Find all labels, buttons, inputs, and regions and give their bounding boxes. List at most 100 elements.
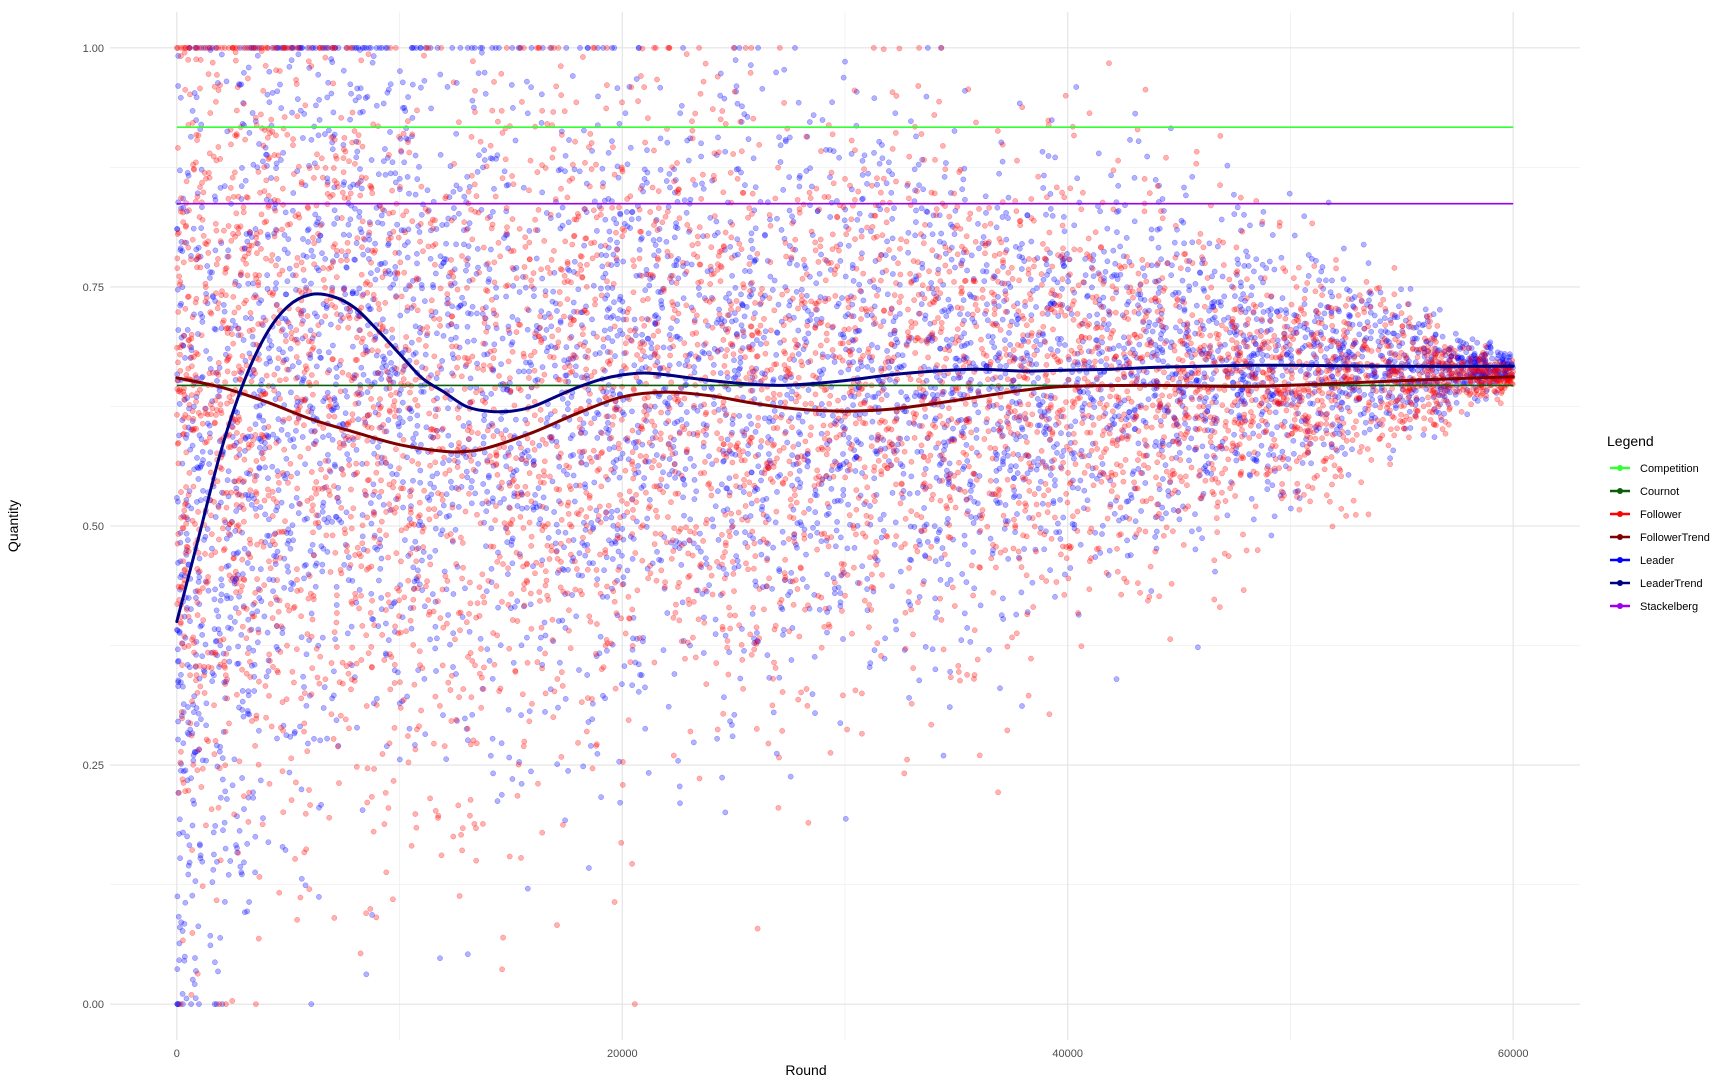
leader-point: [1356, 321, 1363, 328]
leader-point: [1186, 444, 1192, 451]
leader-point: [429, 591, 436, 597]
leader-point: [907, 602, 914, 608]
leader-point: [324, 519, 330, 526]
leader-point: [498, 416, 504, 422]
leader-point: [585, 45, 591, 51]
leader-point: [265, 839, 272, 846]
leader-point: [1287, 505, 1294, 512]
leader-point: [562, 591, 568, 597]
leader-point: [518, 642, 525, 649]
leader-point: [806, 119, 813, 125]
leader-point: [333, 374, 340, 380]
leader-point: [175, 560, 181, 566]
leader-point: [1155, 357, 1162, 363]
leader-point: [265, 475, 271, 482]
leader-point: [422, 731, 429, 738]
leader-point: [452, 526, 459, 533]
leader-point: [736, 413, 743, 419]
leader-point: [191, 749, 198, 755]
leader-point: [1052, 477, 1058, 483]
leader-point: [217, 642, 224, 649]
leader-point: [933, 474, 940, 481]
leader-point: [278, 499, 285, 506]
leader-point: [1081, 487, 1088, 494]
leader-point: [795, 441, 802, 448]
leader-point: [553, 521, 560, 528]
leader-point: [340, 142, 347, 148]
leader-point: [582, 481, 588, 488]
leader-point: [502, 427, 509, 434]
leader-point: [453, 130, 460, 137]
leader-point: [472, 490, 478, 497]
leader-point: [564, 400, 571, 407]
leader-point: [432, 547, 439, 554]
leader-point: [997, 363, 1004, 370]
leader-point: [319, 508, 326, 515]
leader-point: [639, 183, 646, 189]
leader-point: [310, 253, 316, 260]
leader-point: [1277, 307, 1284, 313]
leader-point: [1089, 465, 1096, 472]
leader-point: [1308, 329, 1315, 336]
leader-point: [241, 69, 247, 76]
leader-point: [368, 270, 374, 276]
leader-point: [1193, 377, 1200, 384]
leader-point: [845, 501, 851, 508]
leader-point: [1171, 239, 1178, 246]
leader-point: [1286, 190, 1293, 197]
leader-point: [1084, 497, 1091, 504]
leader-point: [415, 667, 422, 673]
leader-point: [505, 706, 512, 713]
leader-point: [680, 295, 687, 302]
leader-point: [295, 51, 302, 58]
leader-point: [1003, 210, 1009, 216]
leader-point: [1018, 589, 1025, 596]
leader-point: [589, 716, 596, 723]
leader-point: [1040, 185, 1047, 191]
leader-point: [245, 492, 251, 499]
leader-point: [556, 463, 563, 470]
leader-point: [1061, 214, 1067, 220]
leader-point: [320, 499, 327, 506]
leader-point: [308, 610, 315, 617]
leader-point: [1338, 415, 1345, 422]
leader-point: [196, 1001, 202, 1007]
leader-point: [834, 519, 840, 525]
leader-point: [839, 295, 845, 301]
leader-point: [273, 280, 279, 286]
leader-point: [604, 307, 611, 313]
leader-point: [745, 136, 752, 142]
leader-point: [276, 346, 283, 352]
leader-point: [1097, 208, 1103, 215]
leader-point: [322, 256, 329, 262]
leader-point: [1082, 272, 1089, 278]
leader-point: [1259, 261, 1266, 268]
leader-point: [1246, 451, 1252, 457]
leader-point: [420, 549, 427, 555]
leader-point: [212, 823, 219, 829]
leader-point: [1034, 396, 1041, 402]
leader-point: [946, 460, 953, 467]
leader-point: [518, 712, 524, 718]
leader-point: [842, 273, 849, 280]
leader-point: [1389, 368, 1395, 374]
leader-point: [180, 740, 187, 747]
leader-point: [961, 532, 968, 539]
leader-point: [199, 374, 206, 380]
leader-point: [475, 70, 482, 77]
leader-point: [1264, 486, 1271, 493]
leader-point: [212, 326, 219, 333]
leader-point: [635, 462, 641, 469]
leader-point: [648, 340, 655, 347]
leader-point: [850, 402, 856, 408]
leader-point: [203, 722, 209, 729]
leader-point: [890, 318, 897, 325]
leader-point: [1099, 461, 1106, 467]
leader-point: [555, 704, 561, 711]
leader-point: [959, 571, 966, 577]
leader-point: [752, 184, 759, 191]
leader-point: [1141, 273, 1148, 279]
leader-point: [653, 452, 660, 458]
leader-point: [663, 483, 670, 490]
leader-point: [805, 387, 812, 393]
